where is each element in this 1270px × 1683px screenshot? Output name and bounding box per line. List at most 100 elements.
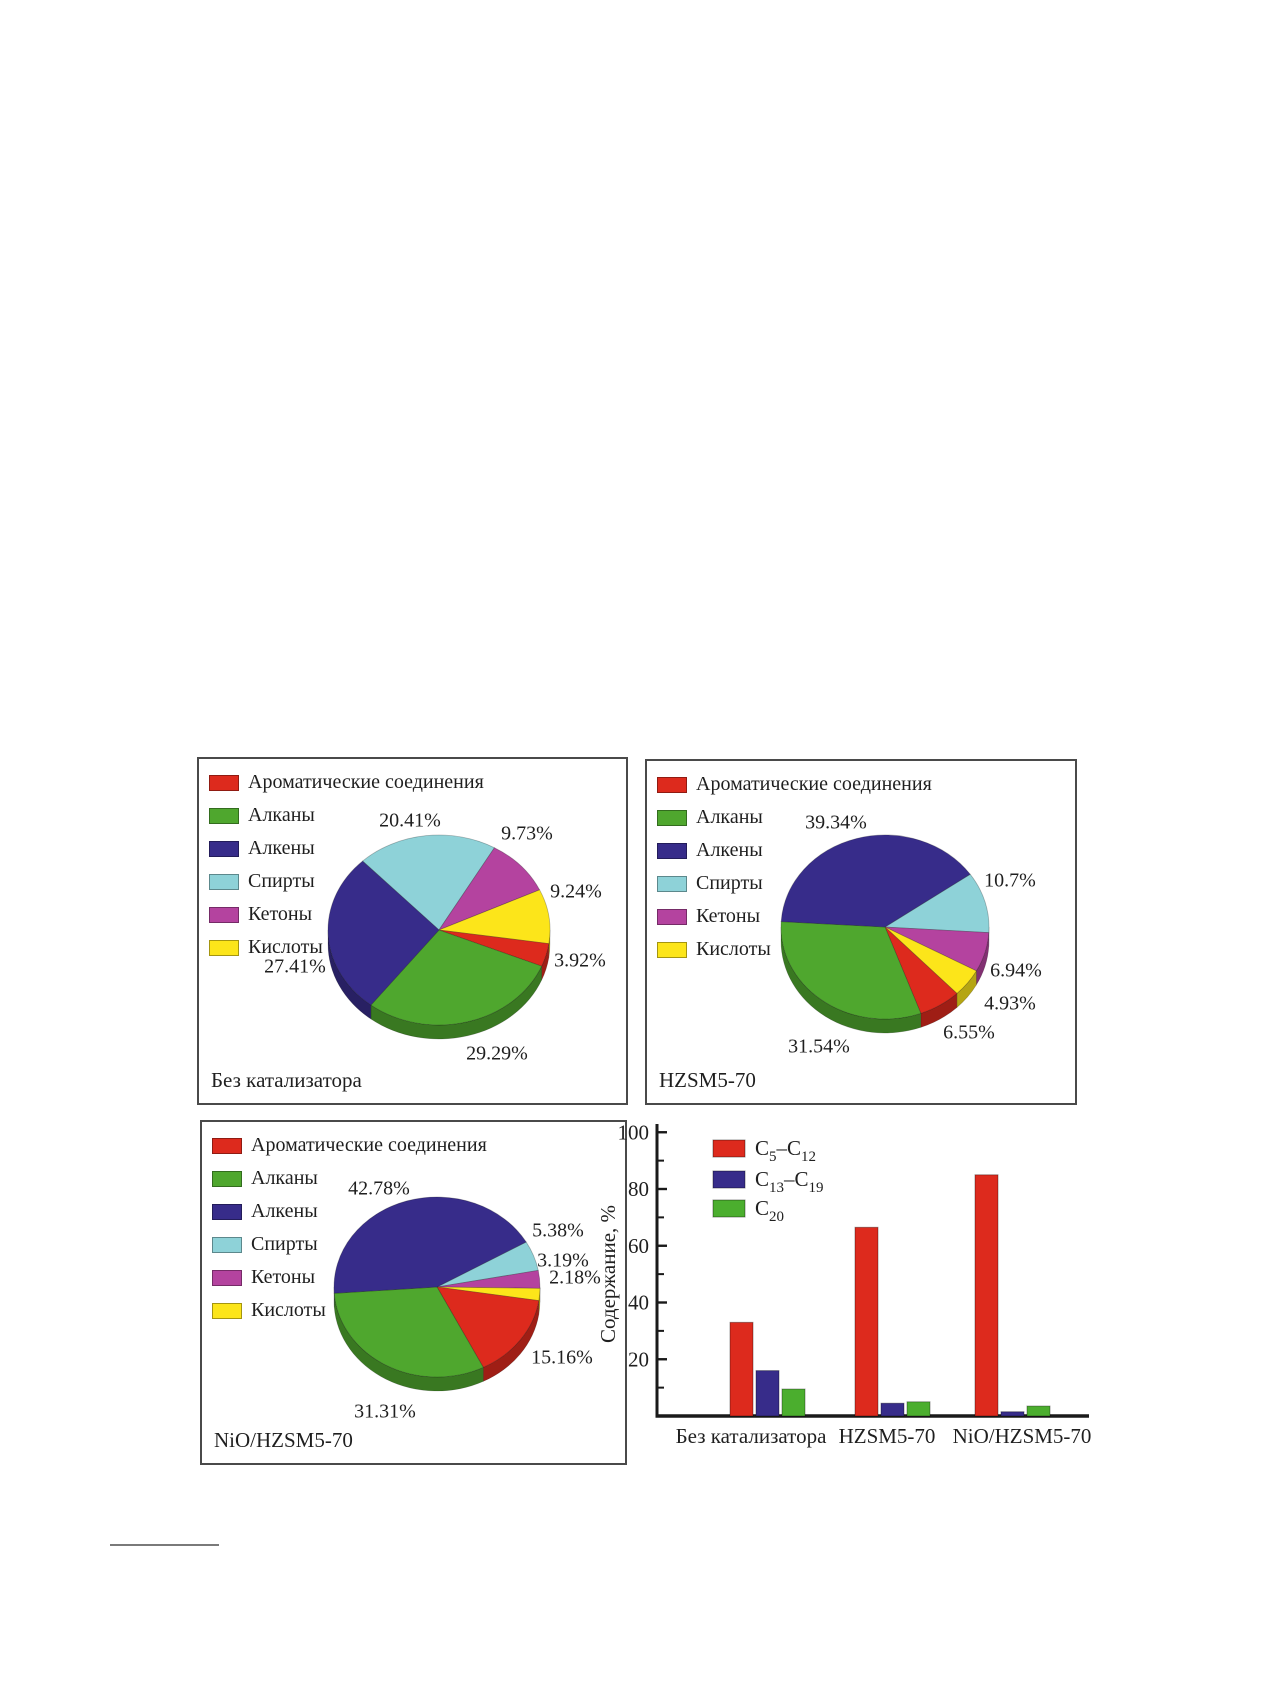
pie-chart [327, 834, 551, 1040]
pie-percentage-label: 31.54% [788, 1035, 850, 1058]
pie-panel-no-catalyst: Ароматические соединения Алканы Алкены Спир… [197, 757, 628, 1105]
legend-swatch [657, 776, 687, 793]
legend-item: Кетоны [657, 906, 932, 927]
pie-slice [780, 921, 922, 1020]
legend-label: Ароматические соединения [696, 773, 932, 795]
pie-slice [780, 834, 971, 928]
bar-c20 [906, 1401, 931, 1417]
panel-caption: Без катализатора [211, 1068, 362, 1092]
pie-percentage-label: 15.16% [531, 1346, 593, 1369]
footnote-rule [110, 1544, 219, 1546]
pie-panel-nio-hzsm5-70: Ароматические соединения Алканы Алкены Спир… [200, 1120, 627, 1465]
y-axis-title: Содержание, % [596, 1205, 620, 1343]
bar-legend-label: C13–C19 [755, 1167, 824, 1196]
legend-item: Кислоты [212, 1300, 487, 1321]
pie-legend: Ароматические соединения Алканы Алкены Спир… [209, 772, 484, 958]
legend-item: Кислоты [209, 937, 484, 958]
pie-slice [436, 1269, 541, 1289]
legend-swatch [657, 908, 687, 925]
legend-swatch [212, 1269, 242, 1286]
legend-swatch [212, 1137, 242, 1154]
legend-swatch [209, 774, 239, 791]
legend-label: Кетоны [696, 905, 761, 927]
pie-percentage-label: 29.29% [466, 1042, 528, 1065]
pie-slice [361, 834, 496, 931]
panel-caption: HZSM5-70 [659, 1068, 756, 1092]
legend-label: Спирты [251, 1233, 318, 1255]
bar-c20 [1026, 1405, 1051, 1417]
legend-item: Ароматические соединения [209, 772, 484, 793]
legend-swatch [209, 807, 239, 824]
pie-slice [370, 929, 543, 1026]
pie-legend: Ароматические соединения Алканы Алкены Спир… [212, 1135, 487, 1321]
pie-percentage-label: 31.31% [354, 1400, 416, 1423]
legend-item: Спирты [657, 873, 932, 894]
pie-percentage-label: 10.7% [984, 869, 1036, 892]
legend-item: Алканы [209, 805, 484, 826]
pie-slice [884, 926, 958, 1014]
legend-label: Спирты [248, 870, 315, 892]
legend-item: Ароматические соединения [212, 1135, 487, 1156]
y-axis-tick-label: 20 [628, 1347, 649, 1371]
pie-slice-side [920, 992, 958, 1028]
legend-swatch [657, 875, 687, 892]
legend-item: Спирты [212, 1234, 487, 1255]
pie-slice [436, 1286, 540, 1368]
bar-c13-c19 [755, 1370, 780, 1417]
legend-label: Алканы [248, 804, 315, 826]
pie-slice [884, 926, 990, 972]
legend-swatch [657, 941, 687, 958]
y-axis-tick-label: 80 [628, 1177, 649, 1201]
pie-percentage-label: 39.34% [805, 811, 867, 834]
pie-percentage-label: 2.18% [549, 1266, 601, 1289]
pie-percentage-label: 4.93% [984, 992, 1036, 1015]
bar-c13-c19 [1000, 1411, 1025, 1417]
legend-item: Алкены [657, 840, 932, 861]
legend-label: Алканы [251, 1167, 318, 1189]
legend-item: Алканы [657, 807, 932, 828]
legend-label: Кислоты [251, 1299, 326, 1321]
pie-percentage-label: 3.19% [537, 1249, 589, 1272]
legend-swatch [212, 1170, 242, 1187]
x-axis-category-label: NiO/HZSM5-70 [953, 1424, 1092, 1448]
bar-legend-label: C20 [755, 1196, 784, 1225]
pie-chart [780, 834, 990, 1034]
pie-chart [333, 1196, 541, 1392]
bar-c20 [781, 1388, 806, 1417]
bar-c13-c19 [880, 1402, 905, 1417]
pie-slice-side [976, 932, 990, 986]
legend-label: Ароматические соединения [248, 771, 484, 793]
pie-percentage-label: 27.41% [264, 955, 326, 978]
legend-swatch [212, 1302, 242, 1319]
legend-item: Ароматические соединения [657, 774, 932, 795]
legend-swatch [657, 842, 687, 859]
bar-c5-c12 [974, 1174, 999, 1417]
bar-legend-swatch [712, 1199, 746, 1218]
pie-slice [438, 889, 551, 945]
pie-percentage-label: 20.41% [379, 809, 441, 832]
legend-swatch [212, 1236, 242, 1253]
pie-percentage-label: 9.73% [501, 822, 553, 845]
pie-slice [436, 1241, 539, 1288]
legend-label: Алкены [251, 1200, 318, 1222]
pie-percentage-label: 3.92% [554, 949, 606, 972]
y-axis-tick-label: 100 [618, 1120, 650, 1144]
legend-swatch [657, 809, 687, 826]
legend-item: Алканы [212, 1168, 487, 1189]
pie-slice [327, 860, 440, 1006]
pie-slice [883, 873, 990, 934]
legend-swatch [209, 906, 239, 923]
pie-percentage-label: 6.55% [943, 1021, 995, 1044]
bar-legend-label: C5–C12 [755, 1136, 816, 1165]
pie-slice [437, 847, 541, 931]
legend-label: Ароматические соединения [251, 1134, 487, 1156]
pie-percentage-label: 42.78% [348, 1177, 410, 1200]
legend-item: Кетоны [212, 1267, 487, 1288]
bar-c5-c12 [729, 1321, 754, 1417]
legend-label: Спирты [696, 872, 763, 894]
legend-item: Кислоты [657, 939, 932, 960]
legend-item: Спирты [209, 871, 484, 892]
pie-slice [438, 929, 550, 967]
pie-slice [333, 1286, 484, 1378]
